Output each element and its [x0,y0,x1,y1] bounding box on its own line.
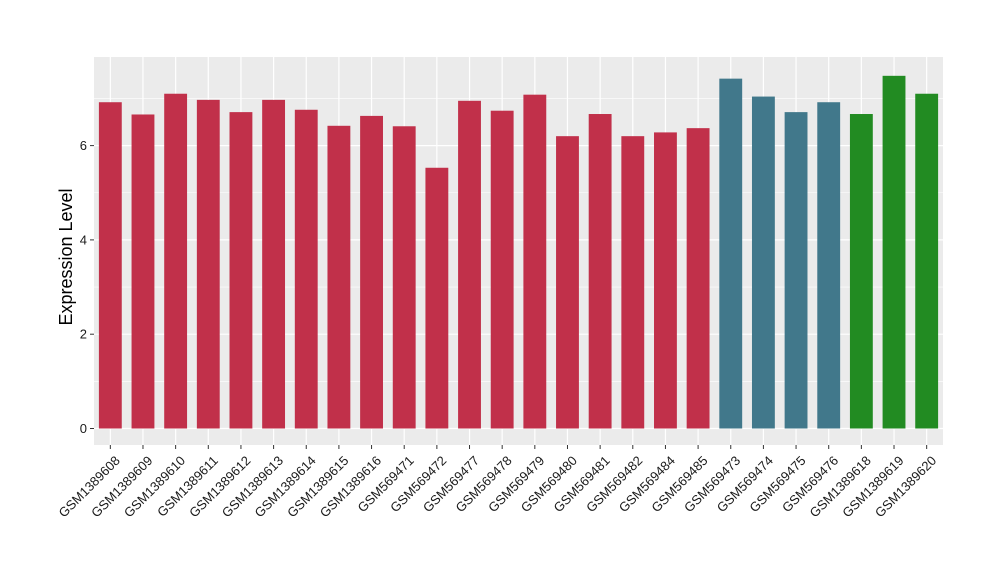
bar-GSM569473 [719,78,743,429]
y-tick-label: 0 [80,421,87,436]
bar-GSM1389609 [131,114,155,429]
bar-GSM1389613 [262,99,286,429]
bar-GSM1389616 [360,115,383,429]
bar-GSM1389615 [327,125,351,429]
bar-GSM569482 [621,136,645,429]
bar-GSM569484 [654,132,677,429]
bar-GSM569477 [458,100,481,429]
y-tick-label: 4 [80,232,87,247]
bar-GSM569485 [686,128,710,429]
bar-GSM1389618 [849,114,873,429]
bar-GSM1389610 [164,93,188,429]
bar-GSM569472 [425,167,449,429]
y-axis: 0 2 4 6 [80,138,94,436]
y-tick-label: 6 [80,138,87,153]
bar-GSM1389608 [98,102,122,429]
x-axis: GSM1389608GSM1389609GSM1389610GSM1389611… [56,445,939,520]
bar-GSM569480 [556,136,579,429]
bar-GSM569471 [392,126,416,429]
bar-GSM569478 [490,110,514,429]
plot-panel [94,57,943,445]
bar-GSM1389619 [882,75,906,429]
y-axis-title: Expression Level [56,188,76,325]
bar-GSM1389620 [915,93,939,429]
bar-GSM1389614 [294,109,318,429]
bar-GSM569479 [523,94,547,429]
bars [98,75,939,429]
bar-GSM569476 [817,102,841,429]
bar-GSM1389611 [196,99,220,429]
bar-GSM569481 [588,114,612,429]
bar-GSM569474 [751,96,775,429]
y-tick-label: 2 [80,327,87,342]
bar-GSM569475 [784,112,808,429]
bar-GSM1389612 [229,112,253,429]
